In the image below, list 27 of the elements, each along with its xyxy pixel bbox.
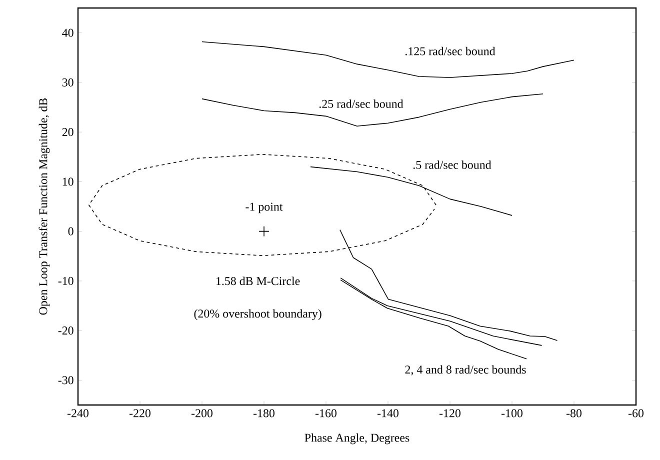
x-tick-label: -160	[315, 409, 336, 418]
series-label: .5 rad/sec bound	[413, 160, 492, 169]
x-tick-label: -80	[566, 409, 582, 418]
y-tick-label: -10	[58, 276, 74, 285]
x-tick-label: -240	[67, 409, 88, 418]
y-axis-title: Open Loop Transfer Function Magnitude, dB	[38, 98, 50, 315]
annotation: 2, 4 and 8 rad/sec bounds	[405, 365, 526, 376]
y-tick-label: 40	[62, 28, 74, 37]
x-tick-label: -120	[439, 409, 460, 418]
annotation: -1 point	[246, 202, 283, 214]
y-tick-label: 0	[68, 227, 74, 236]
x-axis-title: Phase Angle, Degrees	[304, 433, 410, 444]
series-label: .125 rad/sec bound	[405, 46, 496, 56]
series-label: .25 rad/sec bound	[319, 100, 404, 108]
x-tick-label: -180	[253, 409, 274, 418]
x-tick-label: -200	[191, 409, 212, 418]
y-tick-label: 30	[62, 78, 74, 86]
x-tick-label: -100	[501, 409, 522, 418]
y-tick-label: 10	[62, 178, 74, 186]
annotation: 1.58 dB M-Circle	[216, 276, 300, 286]
x-tick-label: -140	[377, 409, 398, 418]
x-tick-label: -60	[628, 409, 644, 418]
annotation: (20% overshoot boundary)	[194, 309, 322, 320]
y-tick-label: -20	[58, 326, 74, 335]
y-tick-label: -30	[58, 376, 74, 384]
y-tick-label: 20	[62, 128, 74, 136]
x-tick-label: -220	[129, 409, 150, 418]
